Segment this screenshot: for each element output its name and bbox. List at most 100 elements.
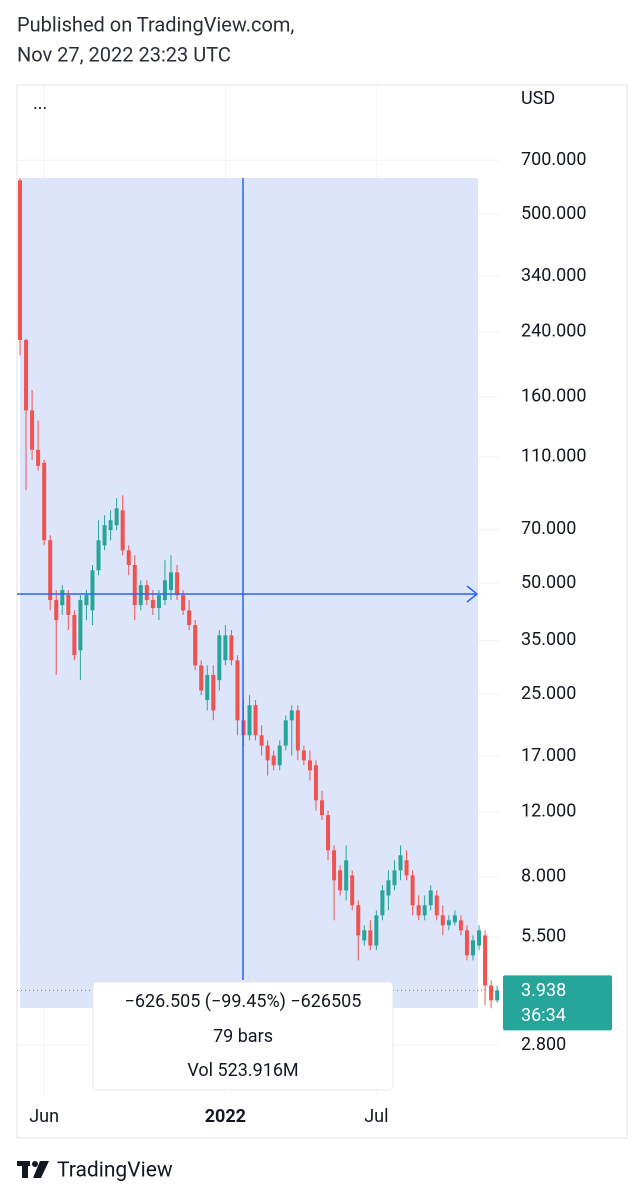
candle-body — [392, 870, 397, 886]
y-tick-label: 500.000 — [521, 203, 586, 224]
candle-body — [362, 930, 367, 941]
candle-body — [271, 755, 276, 766]
candle-body — [356, 905, 361, 936]
header-line: Published on TradingView.com, — [17, 12, 294, 36]
candle-body — [307, 760, 312, 771]
candle-body — [144, 585, 149, 601]
candle-body — [60, 590, 65, 606]
logo — [17, 1161, 49, 1178]
candle-body — [326, 815, 331, 851]
candle-body — [344, 860, 349, 891]
candle-body — [320, 800, 324, 816]
y-tick-label: 240.000 — [521, 321, 586, 342]
countdown: 36:34 — [521, 1005, 566, 1026]
candle-body — [36, 449, 41, 466]
candle-body — [223, 635, 228, 661]
candle-body — [277, 745, 282, 766]
candle-body — [235, 660, 240, 721]
y-tick-label: 340.000 — [521, 265, 586, 286]
candle-body — [289, 710, 294, 721]
candle-body — [313, 765, 318, 801]
candle-body — [368, 930, 373, 946]
candle-body — [338, 870, 343, 891]
candle-body — [181, 595, 186, 611]
x-tick-label: 2022 — [205, 1106, 246, 1127]
candle-body — [332, 850, 337, 881]
candle-body — [253, 705, 258, 736]
candle-body — [138, 585, 143, 606]
candle-body — [217, 635, 222, 681]
candle-body — [54, 600, 59, 621]
candle-body — [175, 572, 180, 596]
candle-body — [489, 985, 494, 1001]
y-tick-label: 12.000 — [521, 801, 576, 822]
candle-body — [114, 508, 119, 526]
candle-body — [132, 565, 137, 606]
y-tick-label: 8.000 — [521, 866, 566, 887]
candle-body — [24, 340, 29, 411]
candle-body — [193, 625, 198, 666]
candle-body — [102, 525, 107, 546]
candle-body — [259, 735, 264, 746]
candle-body — [458, 920, 463, 931]
candle-body — [30, 410, 35, 450]
candle-body — [477, 930, 482, 946]
candle-body — [495, 990, 500, 1001]
candle-body — [90, 570, 95, 611]
candle-body — [483, 935, 488, 986]
menu-dots[interactable]: ... — [33, 93, 47, 114]
logo-part — [32, 1161, 38, 1167]
candle-body — [42, 462, 47, 541]
header-line: Nov 27, 2022 23:23 UTC — [17, 42, 231, 66]
candle-body — [18, 180, 22, 341]
y-tick-label: 25.000 — [521, 683, 576, 704]
candle-body — [162, 580, 167, 601]
candle-body — [78, 600, 83, 651]
candle-body — [416, 905, 421, 916]
y-tick-label: 700.000 — [521, 149, 586, 170]
logo-part — [33, 1161, 49, 1178]
measure-tooltip — [92, 981, 394, 1091]
candle-body — [187, 610, 192, 626]
candles — [18, 178, 500, 1009]
y-tick-label: 5.500 — [521, 926, 566, 947]
candle-body — [265, 745, 270, 761]
candle-body — [96, 540, 101, 571]
brand: TradingView — [57, 1159, 173, 1183]
measure-arrow — [466, 585, 479, 603]
candle-body — [386, 880, 391, 896]
candle-body — [440, 915, 445, 926]
last-price-badge — [503, 975, 612, 1031]
candle-body — [108, 520, 113, 531]
x-tick-label: Jun — [29, 1106, 59, 1127]
measure-area — [20, 178, 478, 1008]
y-tick-label: 17.000 — [521, 745, 576, 766]
candle-body — [205, 674, 210, 701]
logo-part — [22, 1161, 28, 1178]
candle-body — [48, 540, 53, 601]
candle-body — [404, 860, 409, 876]
candle-body — [283, 720, 288, 746]
chart-frame — [16, 84, 628, 1139]
y-tick-label: 70.000 — [521, 518, 576, 539]
y-tick-label: 2.800 — [521, 1034, 566, 1055]
candle-body — [350, 875, 355, 906]
y-tick-label: 110.000 — [521, 446, 586, 467]
measure-change: −626.505 (−99.45%) −626505 — [125, 991, 362, 1012]
candle-body — [169, 572, 173, 591]
last-price-label: 3.938 — [521, 980, 566, 1001]
candle-body — [120, 510, 125, 551]
candle-body — [126, 550, 131, 566]
measure-bars: 79 bars — [213, 1026, 273, 1047]
candle-body — [66, 595, 71, 615]
x-tick-label: Jul — [364, 1106, 388, 1127]
candle-body — [229, 635, 234, 661]
candle-body — [428, 890, 433, 906]
candle-body — [380, 890, 385, 916]
measure-volume: Vol 523.916M — [187, 1060, 298, 1081]
candle-body — [301, 750, 306, 761]
candle-body — [374, 915, 379, 946]
candle-body — [452, 915, 457, 923]
